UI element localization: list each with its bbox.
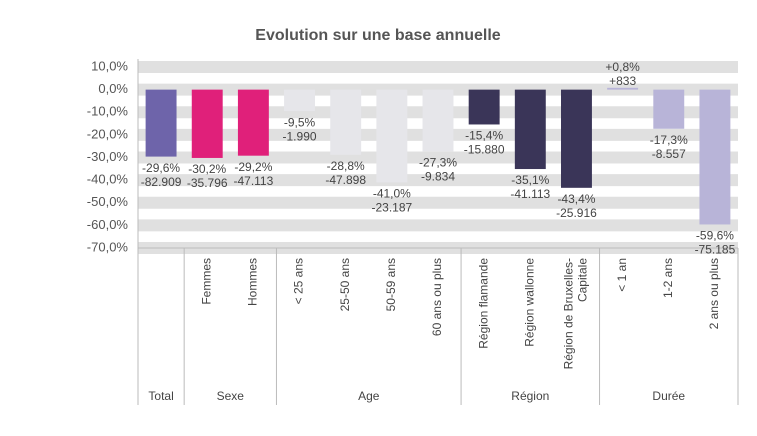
bar (468, 89, 500, 125)
bar (561, 89, 592, 188)
bar (284, 89, 315, 112)
x-tick-label: Hommes (246, 258, 260, 306)
x-tick-label: Femmes (199, 258, 213, 305)
x-tick-label: 25-50 ans (338, 258, 352, 311)
value-label: -29,6% (142, 161, 180, 175)
x-tick-label: 60 ans ou plus (430, 258, 444, 336)
bar (191, 89, 223, 158)
bar (607, 87, 639, 90)
group-label: Age (358, 389, 380, 403)
x-tick-label: < 25 ans (292, 258, 306, 304)
value-label: -43,4% (557, 192, 595, 206)
y-tick-label: -30,0% (87, 149, 129, 164)
count-label: -9.834 (421, 170, 455, 184)
value-label: -41,0% (373, 187, 411, 201)
group-label: Région (511, 389, 549, 403)
value-label: -59,6% (696, 229, 734, 243)
x-tick-label: 2 ans ou plus (707, 258, 721, 329)
count-label: -82.909 (141, 175, 182, 189)
x-tick-label: Région de Bruxelles-Capitale (562, 258, 590, 370)
chart-title: Evolution sur une base annuelle (255, 27, 500, 44)
count-label: -41.113 (510, 187, 550, 201)
value-label: +0,8% (605, 60, 640, 74)
bar (514, 89, 546, 170)
count-label: -15.880 (464, 143, 505, 157)
y-tick-label: -70,0% (87, 239, 129, 254)
group-label: Total (148, 389, 173, 403)
count-label: -23.187 (371, 201, 412, 215)
bar (145, 89, 177, 157)
y-tick-label: -40,0% (87, 172, 129, 187)
bar (330, 89, 362, 155)
bar (376, 89, 408, 183)
x-tick-label: Région flamande (476, 258, 490, 349)
value-label: -28,8% (327, 159, 365, 173)
value-label: -30,2% (188, 162, 226, 176)
count-label: -47.898 (325, 173, 366, 187)
group-label: Durée (652, 389, 685, 403)
count-label: -35.796 (187, 176, 228, 190)
value-label: -15,4% (465, 129, 503, 143)
value-label: -17,3% (650, 133, 688, 147)
x-tick-label: 50-59 ans (384, 258, 398, 311)
bar (699, 89, 731, 225)
group-label: Sexe (217, 389, 245, 403)
x-tick-label: < 1 an (615, 258, 629, 292)
count-label: +833 (609, 74, 636, 88)
y-tick-label: -50,0% (87, 194, 129, 209)
value-label: -29,2% (234, 160, 272, 174)
x-tick-label: 1-2 ans (661, 258, 675, 298)
count-label: -1.990 (283, 129, 317, 143)
bar (422, 89, 454, 152)
count-label: -47.113 (233, 174, 273, 188)
y-tick-label: -60,0% (87, 217, 129, 232)
x-tick-label: Région wallonne (522, 258, 536, 347)
y-tick-label: 10,0% (91, 58, 128, 73)
bar (237, 89, 269, 156)
count-label: -8.557 (652, 147, 686, 161)
count-label: -75.185 (695, 243, 736, 257)
value-label: -27,3% (419, 156, 457, 170)
value-label: -9,5% (284, 115, 316, 129)
y-tick-label: 0,0% (98, 81, 128, 96)
bar (653, 89, 685, 129)
y-tick-label: -20,0% (87, 126, 129, 141)
y-tick-label: -10,0% (87, 104, 129, 119)
count-label: -25.916 (556, 206, 597, 220)
value-label: -35,1% (511, 173, 549, 187)
